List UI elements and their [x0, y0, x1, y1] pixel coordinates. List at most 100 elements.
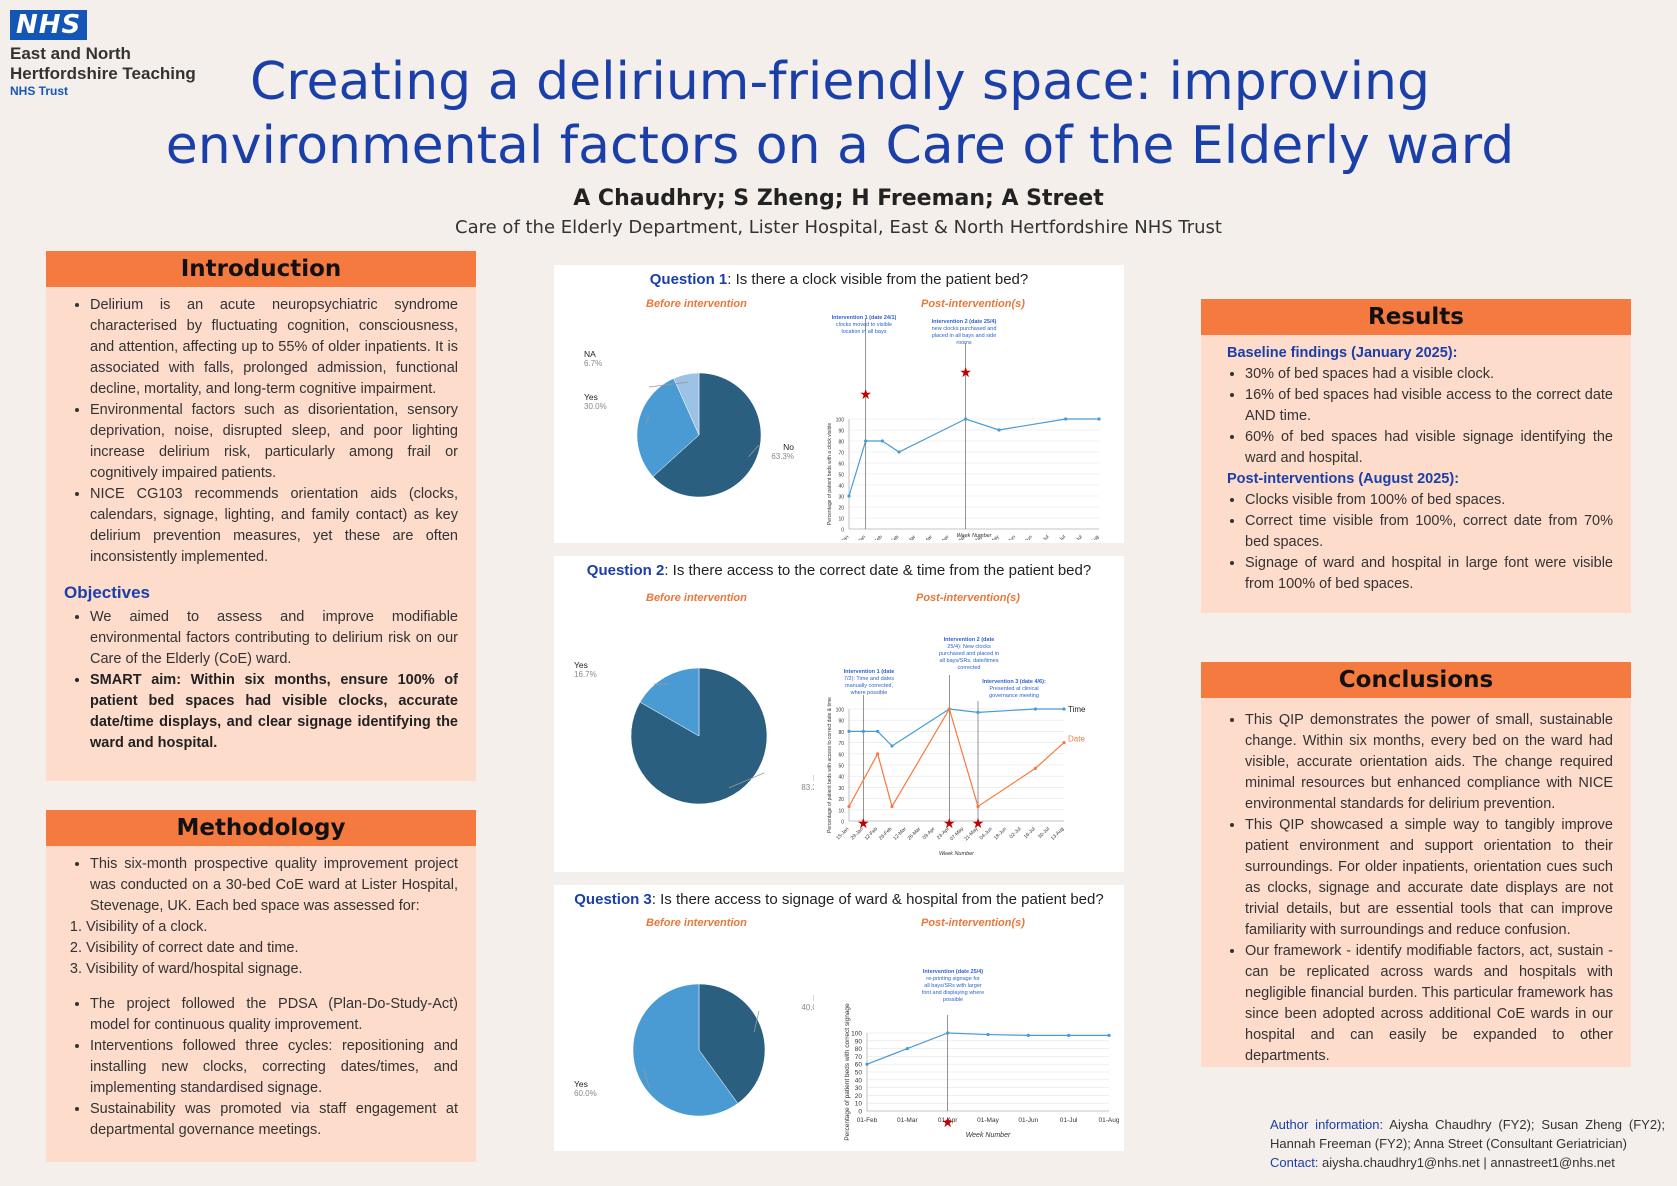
x-tick-label: 01-Aug: [1099, 1117, 1119, 1124]
x-tick-label: 23-Apr: [952, 534, 967, 540]
annotation-line: all bays/SRs with larger: [924, 983, 982, 989]
y-tick-label: 60: [855, 1062, 863, 1069]
x-tick-label: 01-Mar: [897, 1117, 918, 1124]
introduction-heading: Introduction: [46, 251, 476, 287]
annotation-line: Intervention 1 (date: [844, 669, 895, 675]
y-tick-label: 90: [838, 719, 844, 725]
y-tick-label: 20: [855, 1093, 863, 1100]
baseline-heading: Baseline findings (January 2025):: [1227, 345, 1458, 361]
author-info-label: Author information:: [1270, 1117, 1384, 1132]
method-bullet: Interventions followed three cycles: rep…: [90, 1036, 458, 1099]
y-tick-label: 80: [855, 1046, 863, 1053]
post-label: Post-intervention(s): [921, 298, 1025, 310]
x-tick-label: 09-Apr: [922, 826, 937, 841]
annotation-line: new clocks purchased and: [932, 326, 997, 332]
y-tick-label: 100: [836, 708, 845, 714]
x-tick-label: 07-May: [968, 534, 984, 540]
y-tick-label: 60: [838, 462, 844, 468]
data-point: [1062, 741, 1066, 745]
x-tick-label: 26-Mar: [918, 534, 934, 540]
annotation-line: all bays/SRs, date/times: [940, 658, 999, 664]
question-2-title: Question 2: Is there access to the corre…: [586, 562, 1092, 579]
x-tick-label: 29-Jan: [852, 534, 867, 540]
pie-label: Yes: [574, 1079, 588, 1089]
x-tick-label: 13-Aug: [1050, 826, 1066, 842]
data-point: [976, 710, 980, 714]
data-point: [890, 744, 894, 748]
baseline-item: 30% of bed spaces had a visible clock.: [1245, 364, 1613, 385]
pie-label: No: [783, 442, 794, 452]
annotation-line: manually corrected,: [845, 683, 893, 689]
series-legend-label: Date: [1068, 735, 1085, 744]
annotation-line: 7/2): Time and dates: [844, 676, 894, 682]
y-tick-label: 10: [838, 517, 844, 523]
methodology-panel: Methodology This six-month prospective q…: [46, 810, 476, 1162]
pie-value-label: 16.7%: [574, 670, 597, 679]
y-tick-label: 50: [855, 1070, 863, 1077]
intro-bullet: Environmental factors such as disorienta…: [90, 400, 458, 484]
x-axis-label: Week Number: [956, 533, 992, 539]
x-tick-label: 09-Apr: [936, 534, 951, 540]
annotation-line: Intervention 2 (date 25/4): [932, 319, 997, 325]
results-panel: Results Baseline findings (January 2025)…: [1201, 299, 1631, 613]
conclusion-bullet: This QIP showcased a simple way to tangi…: [1245, 815, 1613, 941]
data-point: [861, 729, 865, 733]
x-tick-label: 18-Jun: [993, 826, 1008, 841]
x-tick-label: 15-Jan: [835, 826, 850, 841]
data-point: [1033, 707, 1037, 711]
affiliation: Care of the Elderly Department, Lister H…: [455, 217, 1222, 238]
x-tick-label: 16-Jul: [1023, 826, 1037, 840]
smart-aim-bullet: SMART aim: Within six months, ensure 100…: [90, 670, 458, 754]
y-tick-label: 40: [838, 775, 844, 781]
x-tick-label: 12-Mar: [902, 534, 918, 540]
before-label: Before intervention: [646, 592, 747, 604]
line-chart-q1: 0 10 20 30 40 50 60 70 80 90 100 15-Jan29-Jan12-Feb…: [827, 315, 1101, 540]
x-tick-label: 15-Jan: [835, 534, 850, 540]
pie-label: Yes: [584, 392, 598, 402]
pie-value-label: 60.0%: [574, 1089, 597, 1098]
title-line-1: Creating a delirium-friendly space: impr…: [249, 52, 1430, 112]
question-3-title: Question 3: Is there access to signage o…: [574, 891, 1104, 908]
y-tick-label: 70: [838, 741, 844, 747]
annotation-line: Presented at clinical: [989, 686, 1038, 692]
x-axis-label: Week Number: [966, 1132, 1011, 1139]
x-tick-label: 26-Feb: [885, 534, 901, 540]
data-point: [1107, 1033, 1111, 1037]
data-point: [976, 804, 980, 809]
pie-slice-no: [652, 372, 762, 498]
contact-label: Contact:: [1270, 1155, 1319, 1170]
y-tick-label: 100: [836, 418, 845, 424]
y-tick-label: 0: [858, 1109, 862, 1116]
trust-name-line3: NHS Trust: [10, 84, 69, 98]
pie-value-label: 30.0%: [584, 402, 607, 411]
data-point: [890, 804, 894, 809]
pie-slice-na: [673, 372, 700, 436]
before-label: Before intervention: [646, 917, 747, 929]
y-tick-label: 30: [838, 786, 844, 792]
pie-leader-line: [753, 1010, 760, 1033]
y-tick-label: 90: [838, 429, 844, 435]
annotation-line: where possible: [850, 690, 888, 696]
y-axis-label: Percentage of patient beds with a clock …: [827, 423, 833, 525]
pie-leader-line: [645, 414, 650, 425]
trust-name-line1: East and North: [10, 44, 131, 63]
annotation-line: governance meeting: [989, 693, 1039, 699]
annotation-line: Intervention 3 (date 4/6):: [982, 679, 1046, 685]
post-label: Post-intervention(s): [921, 917, 1025, 929]
data-point: [865, 1062, 869, 1066]
y-tick-label: 10: [855, 1101, 863, 1108]
y-tick-label: 60: [838, 752, 844, 758]
pie-slice-yes: [639, 667, 700, 737]
intervention-annotation: Intervention 1 (date 24/1) clocks moved t…: [832, 315, 897, 335]
intervention-star: ★: [943, 815, 956, 831]
data-point: [847, 494, 851, 498]
x-tick-label: 01-May: [977, 1117, 999, 1124]
y-tick-label: 30: [838, 495, 844, 501]
intro-bullet: Delirium is an acute neuropsychiatric sy…: [90, 295, 458, 400]
intervention-annotation: Intervention 2 (date 25/4): New clocks pur…: [939, 637, 999, 671]
x-tick-label: 12-Feb: [868, 534, 884, 540]
poster-title: Creating a delirium-friendly space: impr…: [130, 50, 1550, 178]
data-point: [847, 729, 851, 733]
y-tick-label: 20: [838, 506, 844, 512]
